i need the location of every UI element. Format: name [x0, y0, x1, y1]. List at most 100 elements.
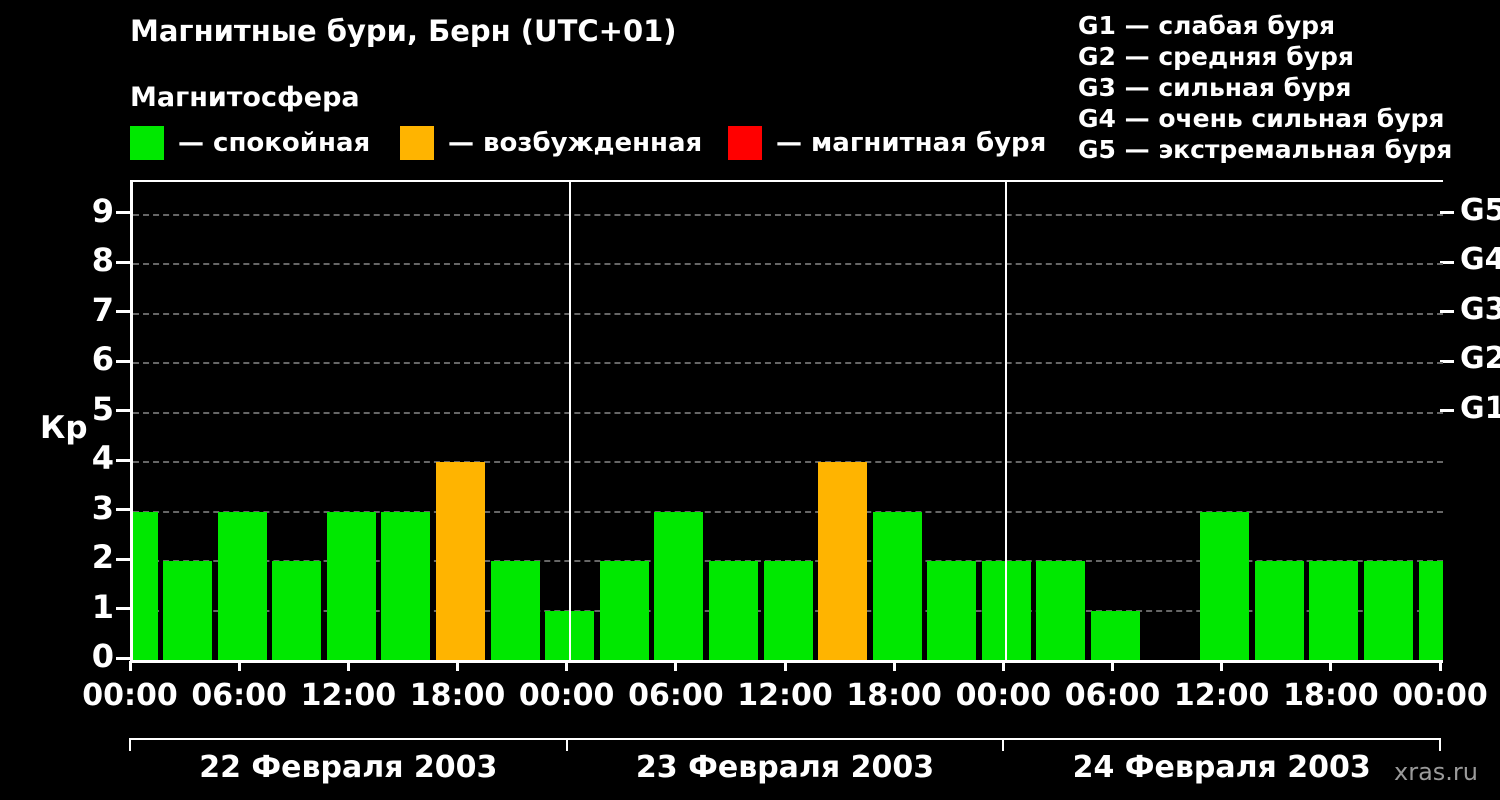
- x-axis-tick: [1001, 661, 1005, 671]
- kp-bar: [326, 511, 376, 660]
- gridline: [133, 213, 1443, 216]
- date-axis-tick: [1439, 738, 1441, 751]
- y-axis-tick: [116, 607, 130, 610]
- x-axis-tick: [346, 661, 350, 671]
- y-axis-label: 1: [91, 587, 114, 626]
- legend-item: — магнитная буря: [728, 126, 1046, 160]
- y-axis-label: 9: [91, 191, 114, 230]
- storm-scale-legend: G1 — слабая буря G2 — средняя буря G3 — си…: [1078, 10, 1452, 165]
- kp-bar: [133, 511, 158, 660]
- y-axis-label: 7: [91, 290, 114, 329]
- x-axis-tick: [1111, 661, 1114, 671]
- legend-label: — возбужденная: [448, 128, 703, 158]
- y-axis-label: 4: [91, 439, 114, 477]
- kp-bar: [708, 561, 758, 660]
- kp-bar: [490, 561, 540, 660]
- y-axis-label: 6: [91, 340, 114, 378]
- kp-bar: [1418, 561, 1443, 660]
- x-axis-label: 18:00: [846, 678, 942, 713]
- storm-scale-item: G2 — средняя буря: [1078, 42, 1354, 71]
- x-axis-tick: [456, 661, 459, 671]
- y-axis-tick: [116, 409, 130, 412]
- date-label: 24 Февраля 2003: [1072, 750, 1371, 785]
- date-label: 23 Февраля 2003: [635, 750, 935, 785]
- gridline: [133, 461, 1443, 463]
- kp-bar: [163, 561, 213, 660]
- day-boundary-line: [568, 182, 571, 660]
- gridline: [133, 312, 1443, 315]
- legend-item: — возбужденная: [400, 126, 702, 160]
- legend-label: — спокойная: [178, 128, 371, 158]
- date-axis-tick: [565, 738, 568, 751]
- y-axis-label: 0: [91, 637, 114, 675]
- legend-item: — спокойная: [130, 126, 370, 160]
- watermark: xras.ru: [1394, 758, 1478, 786]
- legend-swatch: [400, 126, 434, 160]
- kp-bar: [1091, 610, 1140, 660]
- g-scale-tick: [1440, 359, 1454, 363]
- legend-swatch: [130, 126, 164, 160]
- kp-bar: [1309, 561, 1359, 660]
- y-axis-tick: [116, 211, 130, 214]
- x-axis-tick: [237, 661, 241, 671]
- storm-scale-item: G5 — экстремальная буря: [1078, 135, 1453, 164]
- g-scale-tick: [1440, 260, 1454, 264]
- kp-bar: [217, 511, 267, 660]
- plot-area: [130, 180, 1443, 663]
- x-axis-label: 06:00: [191, 678, 287, 713]
- kp-bar: [1254, 561, 1304, 660]
- y-axis-label: 5: [91, 389, 114, 428]
- x-axis-label: 18:00: [409, 678, 506, 713]
- g-scale-tick: [1440, 211, 1454, 214]
- g-scale-label: G5: [1460, 192, 1500, 228]
- date-label: 22 Февраля 2003: [199, 750, 498, 785]
- x-axis-label: 12:00: [737, 678, 833, 713]
- x-axis-label: 12:00: [300, 678, 397, 713]
- kp-bar: [599, 561, 649, 660]
- x-axis-label: 06:00: [1064, 678, 1161, 713]
- gridline: [133, 510, 1443, 513]
- g-scale-label: G3: [1460, 291, 1500, 327]
- kp-bar: [1200, 511, 1250, 660]
- y-axis-label: 8: [91, 241, 114, 279]
- storm-scale-item: G1 — слабая буря: [1078, 11, 1336, 40]
- y-axis-tick: [116, 310, 130, 313]
- gridline: [133, 411, 1443, 414]
- x-axis-tick: [892, 661, 896, 671]
- x-axis-tick: [674, 661, 678, 671]
- kp-bar: [1036, 561, 1086, 660]
- y-axis-label: 2: [91, 538, 114, 576]
- y-axis-tick: [116, 458, 130, 462]
- x-axis-tick: [783, 661, 787, 671]
- x-axis-label: 18:00: [1283, 678, 1379, 713]
- kp-bar: [1363, 561, 1413, 660]
- y-axis-tick: [116, 656, 130, 660]
- y-axis-tick: [116, 359, 130, 363]
- x-axis-tick: [1220, 661, 1224, 671]
- x-axis-label: 00:00: [82, 678, 178, 713]
- g-scale-label: G4: [1460, 242, 1500, 277]
- x-axis-tick: [565, 661, 569, 671]
- storm-scale-item: G3 — сильная буря: [1078, 73, 1352, 102]
- x-axis-label: 00:00: [1392, 678, 1488, 713]
- y-axis-tick: [116, 557, 130, 561]
- legend-swatch: [728, 126, 762, 160]
- x-axis-tick: [128, 661, 132, 671]
- y-axis-label: 3: [91, 488, 114, 527]
- kp-bar: [818, 462, 868, 660]
- chart-subtitle: Магнитосфера: [130, 82, 360, 113]
- kp-bar: [927, 561, 977, 660]
- date-axis-line: [130, 738, 1440, 740]
- x-axis-label: 00:00: [955, 678, 1052, 713]
- gridline: [133, 263, 1443, 265]
- legend-label: — магнитная буря: [776, 128, 1047, 158]
- g-scale-label: G2: [1460, 341, 1500, 376]
- y-axis-tick: [116, 508, 130, 511]
- kp-bar: [272, 561, 322, 660]
- storm-scale-item: G4 — очень сильная буря: [1078, 104, 1445, 133]
- y-axis-title: Кр: [40, 410, 88, 446]
- x-axis-label: 12:00: [1173, 678, 1270, 713]
- g-scale-tick: [1440, 310, 1454, 313]
- x-axis-label: 00:00: [518, 678, 615, 713]
